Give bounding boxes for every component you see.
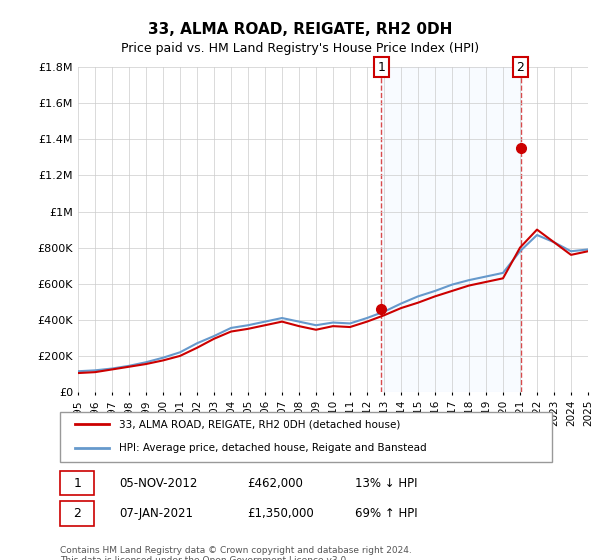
Text: 1: 1 <box>377 60 385 74</box>
Text: 1: 1 <box>73 477 81 489</box>
Text: 69% ↑ HPI: 69% ↑ HPI <box>355 507 418 520</box>
Text: 05-NOV-2012: 05-NOV-2012 <box>119 477 197 489</box>
Text: £1,350,000: £1,350,000 <box>247 507 314 520</box>
Text: HPI: Average price, detached house, Reigate and Banstead: HPI: Average price, detached house, Reig… <box>119 443 427 453</box>
Text: 33, ALMA ROAD, REIGATE, RH2 0DH (detached house): 33, ALMA ROAD, REIGATE, RH2 0DH (detache… <box>119 419 400 429</box>
Text: 33, ALMA ROAD, REIGATE, RH2 0DH: 33, ALMA ROAD, REIGATE, RH2 0DH <box>148 22 452 38</box>
Bar <box>382 67 521 392</box>
Text: Price paid vs. HM Land Registry's House Price Index (HPI): Price paid vs. HM Land Registry's House … <box>121 42 479 55</box>
Text: Contains HM Land Registry data © Crown copyright and database right 2024.
This d: Contains HM Land Registry data © Crown c… <box>60 546 412 560</box>
FancyBboxPatch shape <box>60 501 94 525</box>
Text: £462,000: £462,000 <box>247 477 303 489</box>
Text: 13% ↓ HPI: 13% ↓ HPI <box>355 477 418 489</box>
Text: 2: 2 <box>73 507 81 520</box>
FancyBboxPatch shape <box>60 471 94 495</box>
FancyBboxPatch shape <box>60 412 552 462</box>
Text: 07-JAN-2021: 07-JAN-2021 <box>119 507 193 520</box>
Text: 2: 2 <box>517 60 524 74</box>
